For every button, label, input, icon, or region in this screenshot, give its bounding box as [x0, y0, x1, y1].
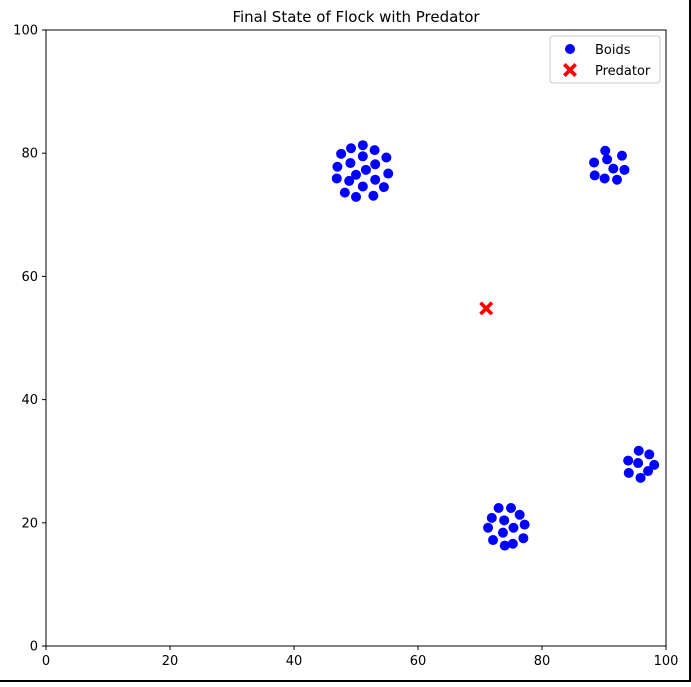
plot-area — [45, 29, 667, 647]
boid-point — [339, 187, 350, 198]
boid-point — [370, 174, 381, 185]
y-axis: 0 20 40 60 80 100 — [13, 24, 46, 655]
boid-point — [497, 527, 508, 538]
boid-point — [381, 152, 392, 163]
boid-point — [649, 459, 660, 470]
boid-point — [345, 158, 356, 169]
x-axis: 0 20 40 60 80 100 — [42, 646, 679, 669]
boid-point — [644, 449, 655, 460]
boid-point — [608, 163, 619, 174]
boid-point — [499, 515, 510, 526]
x-tick-label: 40 — [286, 654, 303, 669]
chart-title: Final State of Flock with Predator — [232, 8, 480, 26]
boid-point — [633, 458, 644, 469]
boid-point — [378, 182, 389, 193]
y-tick-label: 0 — [30, 640, 38, 655]
figure-border-right — [689, 0, 691, 682]
boid-point — [383, 168, 394, 179]
legend-predator-icon — [563, 63, 577, 77]
boid-point — [514, 509, 525, 520]
x-tick-label: 0 — [42, 654, 50, 669]
boid-point — [332, 161, 343, 172]
boid-point — [612, 174, 623, 185]
boid-point — [599, 173, 610, 184]
y-tick-label: 100 — [13, 24, 38, 39]
boid-point — [488, 535, 499, 546]
y-tick-label: 80 — [21, 147, 38, 162]
x-tick-label: 60 — [410, 654, 427, 669]
legend-label: Predator — [595, 64, 651, 79]
boid-point — [506, 503, 516, 514]
boid-point — [508, 522, 519, 533]
boid-point — [368, 190, 379, 201]
legend-label: Boids — [595, 43, 631, 58]
figure-border-bottom — [0, 680, 691, 682]
boid-point — [519, 519, 530, 530]
y-tick-label: 60 — [21, 270, 38, 285]
boid-point — [589, 170, 600, 181]
y-tick-label: 20 — [21, 516, 38, 531]
y-tick-label: 40 — [21, 393, 38, 408]
boid-point — [357, 151, 368, 162]
data-points — [331, 140, 660, 551]
boid-point — [623, 467, 634, 478]
boid-point — [635, 472, 646, 483]
x-tick-label: 20 — [162, 654, 179, 669]
boid-point — [360, 164, 371, 175]
boid-point — [643, 466, 654, 477]
legend-box — [549, 35, 661, 84]
boid-point — [623, 455, 634, 466]
legend: Boids Predator — [549, 35, 661, 84]
boid-point — [357, 181, 368, 192]
boid-point — [499, 540, 510, 551]
predator-marker — [479, 301, 494, 316]
boid-point — [344, 175, 355, 186]
boid-point — [619, 164, 630, 175]
x-tick-label: 100 — [654, 654, 679, 669]
boid-point — [518, 533, 529, 544]
boid-point — [493, 503, 504, 514]
boid-point — [633, 445, 644, 456]
boid-point — [589, 157, 600, 168]
boid-point — [602, 154, 613, 165]
boid-point — [331, 173, 342, 184]
boid-point — [486, 512, 497, 523]
legend-boids-icon — [565, 44, 575, 54]
x-tick-label: 80 — [534, 654, 551, 669]
boid-point — [351, 191, 361, 202]
boid-point — [346, 143, 357, 154]
boid-point — [370, 159, 381, 170]
boid-point — [357, 140, 368, 151]
boid-point — [600, 145, 611, 156]
boid-point — [369, 145, 380, 156]
boid-point — [336, 148, 347, 159]
boid-point — [616, 150, 627, 161]
boid-point — [507, 538, 518, 549]
boid-point — [483, 522, 494, 533]
boid-point — [351, 169, 361, 180]
